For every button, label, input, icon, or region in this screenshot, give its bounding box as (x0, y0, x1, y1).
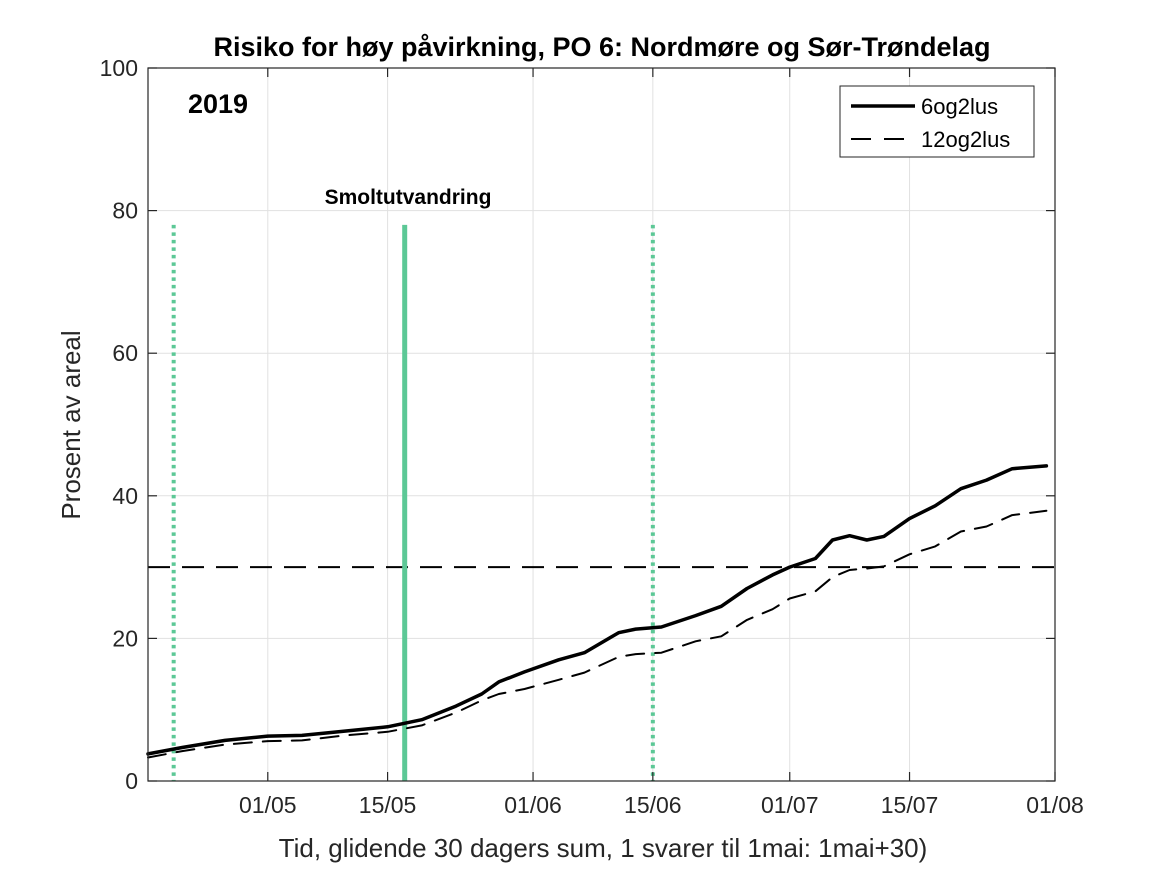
x-tick-label-6: 01/08 (1026, 792, 1084, 818)
legend-entry-12og2lus: 12og2lus (921, 127, 1010, 152)
series-line-12og2lus (147, 509, 1048, 759)
x-tick-label-1: 15/05 (359, 792, 417, 818)
y-axis-ticks: 0 20 40 60 80 100 (100, 55, 1055, 794)
series-lines (146, 464, 1049, 759)
y-tick-label-3: 60 (112, 340, 138, 366)
plot-area (148, 68, 1055, 781)
x-tick-label-0: 01/05 (239, 792, 297, 818)
x-tick-label-5: 15/07 (881, 792, 939, 818)
smoltutvandring-label: Smoltutvandring (325, 186, 492, 209)
x-axis-ticks: 01/05 15/05 01/06 15/06 01/07 15/07 01/08 (239, 68, 1084, 818)
y-tick-label-1: 20 (112, 625, 138, 651)
y-tick-label-0: 0 (125, 768, 138, 794)
x-tick-label-3: 15/06 (624, 792, 682, 818)
y-axis-label: Prosent av areal (56, 330, 86, 519)
year-label: 2019 (188, 89, 248, 119)
x-tick-label-4: 01/07 (761, 792, 819, 818)
y-tick-label-5: 100 (100, 55, 138, 81)
chart-title: Risiko for høy påvirkning, PO 6: Nordmør… (213, 32, 990, 62)
legend-box (839, 85, 1035, 158)
legend-entry-6og2lus: 6og2lus (921, 94, 998, 119)
y-tick-label-4: 80 (112, 198, 138, 224)
legend: 6og2lus 12og2lus (839, 85, 1035, 158)
plot-frame (147, 67, 1056, 782)
x-tick-label-2: 01/06 (504, 792, 562, 818)
vertical-lines (171, 224, 655, 781)
y-tick-label-2: 40 (112, 483, 138, 509)
series-line-6og2lus (146, 464, 1049, 756)
x-axis-label: Tid, glidende 30 dagers sum, 1 svarer ti… (279, 833, 928, 863)
